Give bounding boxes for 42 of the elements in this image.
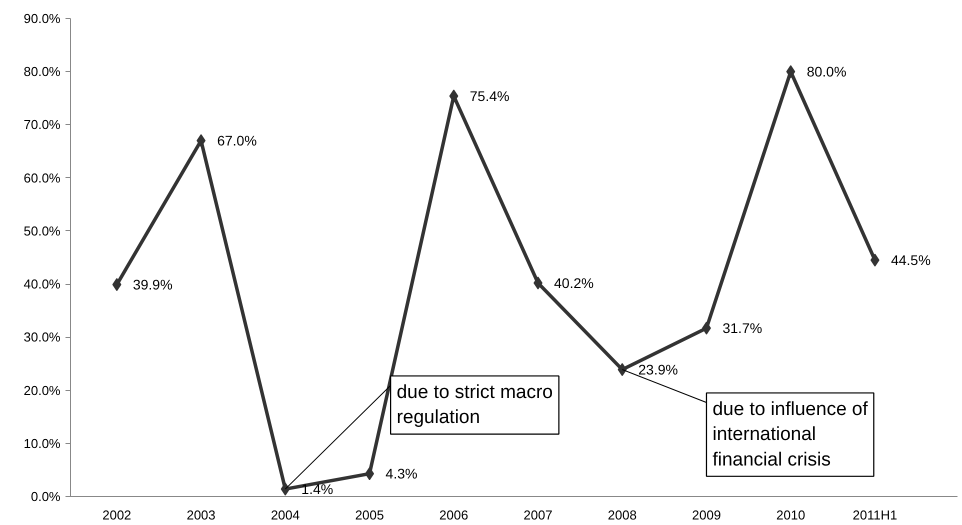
y-tick-label: 40.0% — [24, 276, 61, 292]
point — [449, 90, 458, 103]
point — [112, 278, 122, 292]
x-tick-label: 2006 — [439, 508, 468, 522]
y-tick-label: 50.0% — [24, 223, 61, 238]
data-label: 39.9% — [132, 276, 173, 293]
point — [196, 134, 206, 148]
x-tick-label: 2002 — [102, 508, 132, 522]
y-tick-label: 10.0% — [24, 436, 61, 451]
y-tick-label: 0.0% — [30, 489, 61, 504]
annotation: due to strict macro regulation — [396, 382, 553, 428]
x-tick-label: 2011H1 — [852, 508, 898, 522]
point — [870, 254, 880, 267]
data-label: 31.7% — [722, 320, 762, 336]
point — [786, 65, 796, 78]
data-label: 40.2% — [554, 274, 594, 291]
data-label: 44.5% — [890, 252, 931, 268]
point — [702, 322, 711, 335]
y-tick-label: 90.0% — [24, 11, 61, 26]
data-label: 80.0% — [806, 64, 846, 80]
point — [618, 363, 627, 376]
data-label: 23.9% — [638, 362, 678, 378]
y-tick-label: 20.0% — [24, 382, 61, 398]
y-tick-label: 60.0% — [24, 170, 61, 186]
x-tick-label: 2005 — [355, 508, 384, 522]
x-tick-label: 2004 — [270, 508, 300, 522]
x-tick-label: 2008 — [608, 508, 637, 522]
data-label: 67.0% — [217, 132, 257, 149]
x-tick-label: 2007 — [524, 508, 552, 522]
x-tick-label: 2010 — [776, 508, 806, 522]
data-label: 4.3% — [386, 466, 418, 482]
point — [365, 467, 374, 480]
annotation: due to influence of international financial crisis — [712, 398, 868, 470]
point — [280, 482, 290, 496]
x-tick-label: 2009 — [692, 508, 721, 522]
y-tick-label: 80.0% — [24, 64, 61, 80]
x-tick-label: 2003 — [186, 508, 216, 522]
data-label: 1.4% — [301, 481, 334, 498]
y-tick-label: 30.0% — [24, 330, 61, 345]
point — [534, 276, 543, 290]
y-tick-label: 70.0% — [24, 117, 61, 132]
data-label: 75.4% — [470, 88, 510, 104]
